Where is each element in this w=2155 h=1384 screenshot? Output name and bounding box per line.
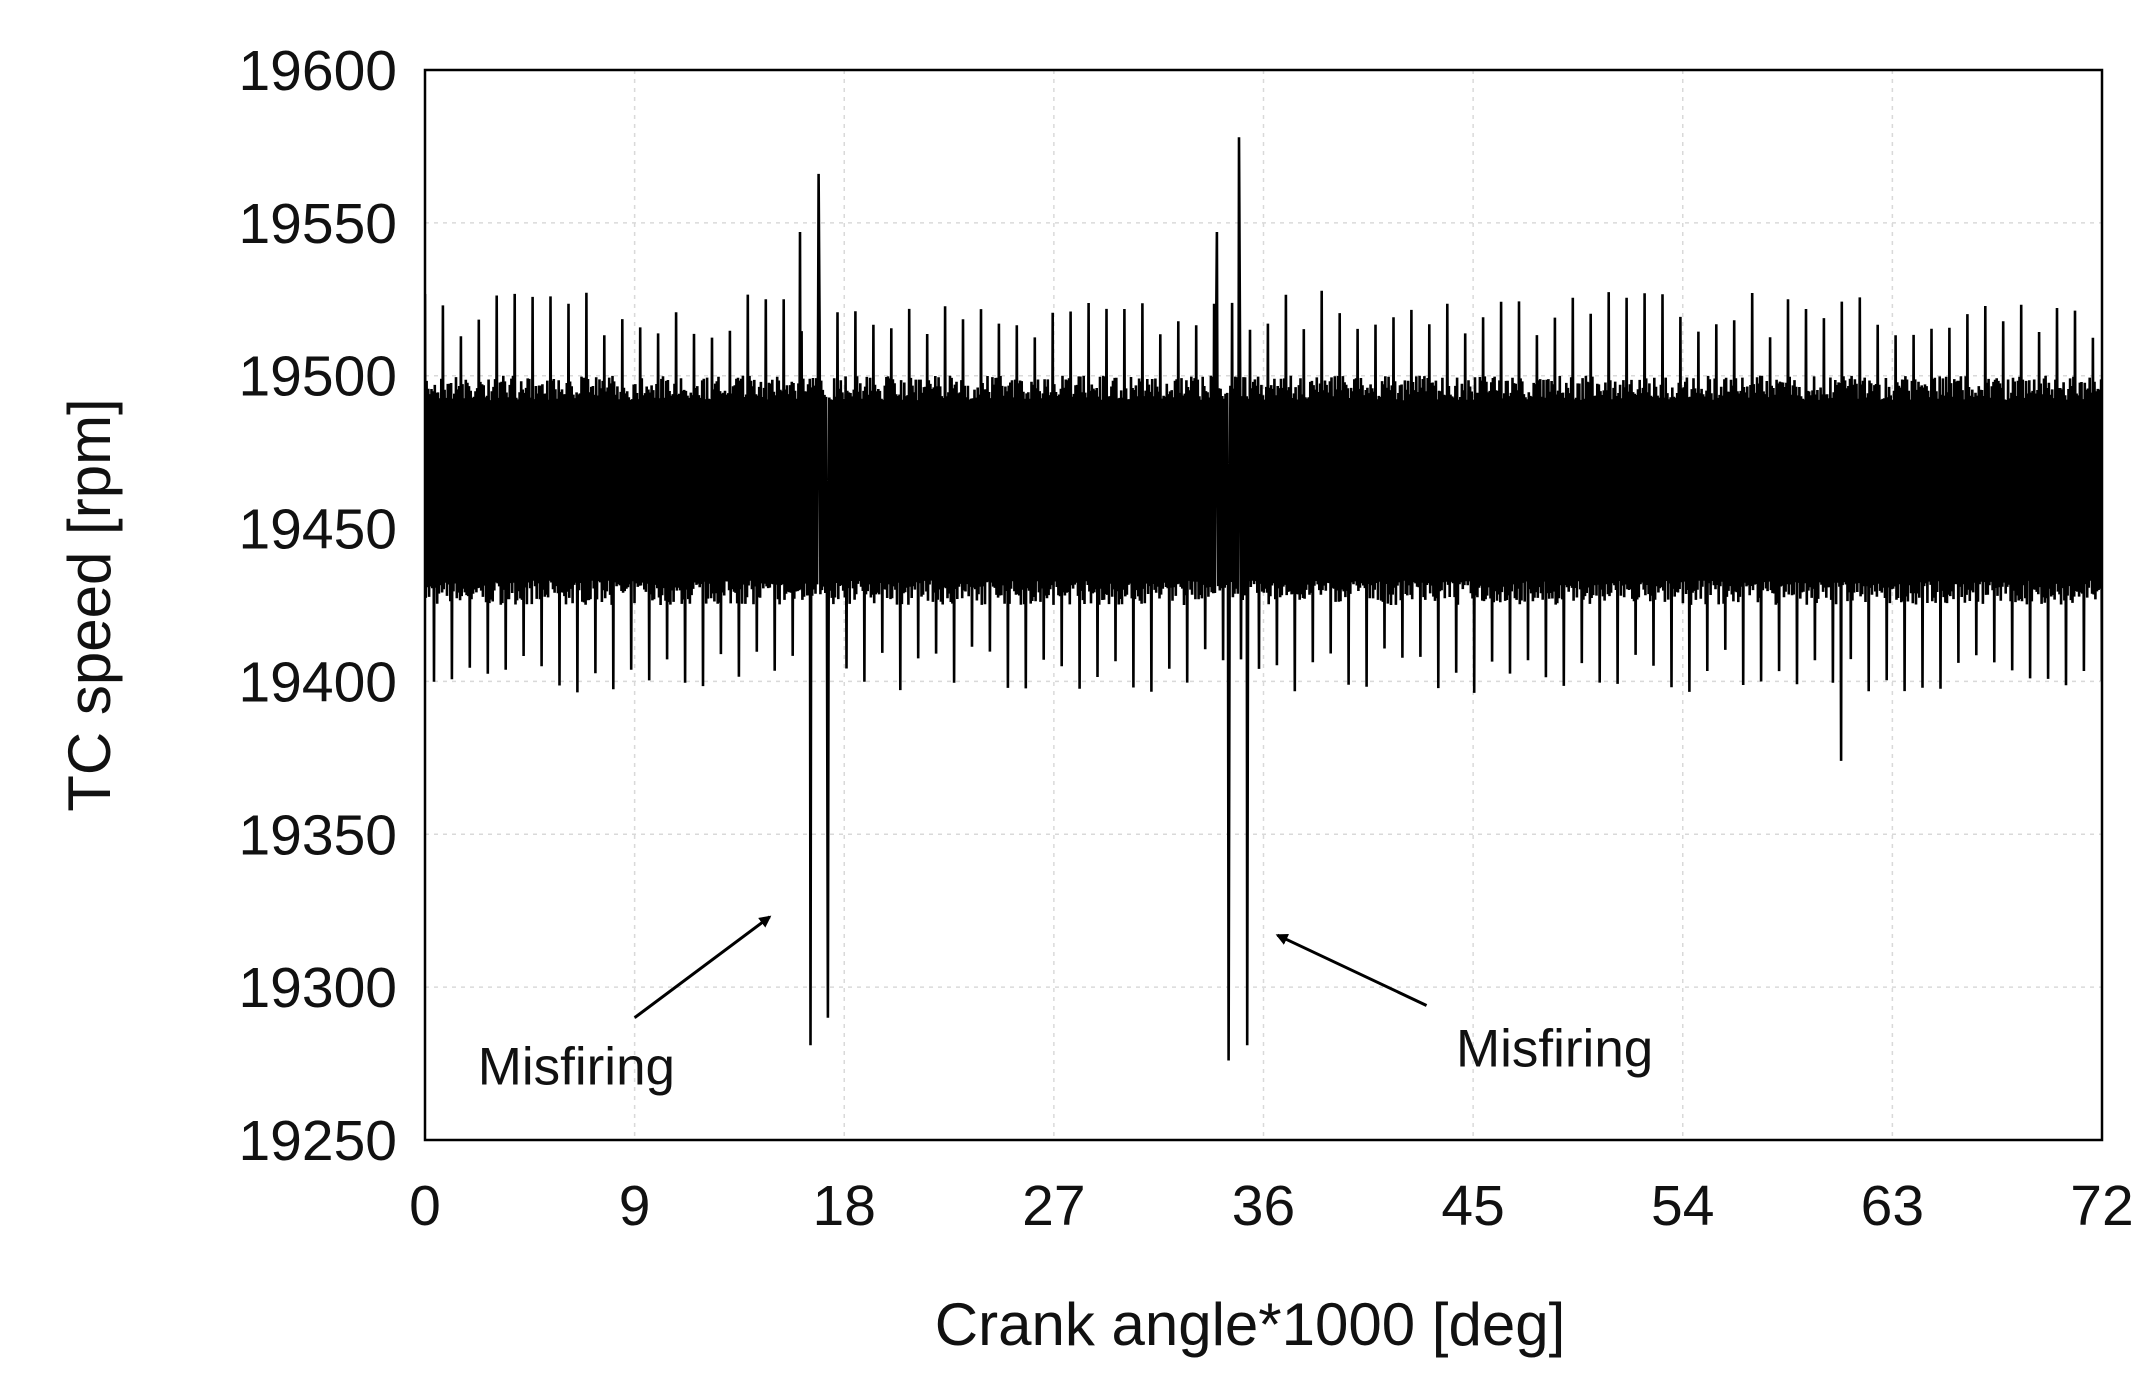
y-tick-label: 19300: [238, 956, 397, 1020]
annotation-arrow: [633, 915, 772, 1019]
y-tick-label: 19500: [238, 345, 397, 409]
x-axis-title: Crank angle*1000 [deg]: [935, 1291, 1565, 1358]
x-axis-ticks: 0 9 18 27 36 45 54 63 72: [409, 1174, 2134, 1238]
annotations: Misfiring Misfiring: [478, 915, 1653, 1097]
y-tick-label: 19400: [238, 650, 397, 714]
y-tick-label: 19450: [238, 498, 397, 562]
x-tick-label: 0: [409, 1174, 441, 1238]
x-tick-label: 27: [1022, 1174, 1085, 1238]
x-tick-label: 36: [1232, 1174, 1295, 1238]
x-tick-label: 63: [1861, 1174, 1924, 1238]
plot-frame: [423, 68, 2104, 1142]
y-axis-title: TC speed [rpm]: [56, 398, 123, 811]
y-tick-label: 19600: [238, 39, 397, 103]
y-tick-label: 19550: [238, 192, 397, 256]
x-tick-label: 45: [1441, 1174, 1504, 1238]
series-tc-speed: [425, 137, 2102, 1061]
annotation-label: Misfiring: [478, 1038, 675, 1097]
y-axis-ticks: 19250 19300 19350 19400 19450 19500 19550 19600: [238, 39, 397, 1173]
x-tick-label: 54: [1651, 1174, 1714, 1238]
series-line: [425, 137, 2102, 1061]
x-tick-label: 72: [2070, 1174, 2133, 1238]
annotation-label: Misfiring: [1456, 1019, 1653, 1078]
y-tick-label: 19250: [238, 1109, 397, 1173]
x-tick-label: 18: [813, 1174, 876, 1238]
annotation-arrow: [1275, 933, 1428, 1007]
x-tick-label: 9: [619, 1174, 651, 1238]
y-tick-label: 19350: [238, 803, 397, 867]
